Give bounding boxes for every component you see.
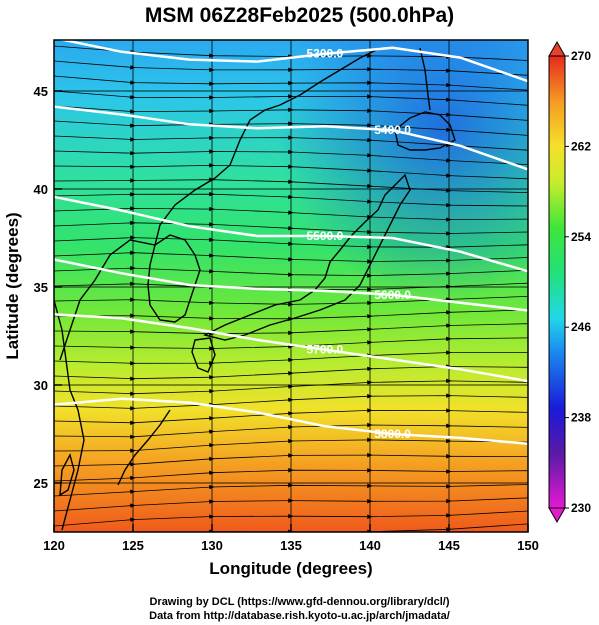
contour-line [54, 397, 528, 446]
height-contours: 5300.0 5400.0 5500.0 5600.0 5700.0 5800.0 [54, 40, 528, 446]
streamline [54, 296, 528, 307]
y-tick-label: 30 [34, 378, 48, 393]
x-axis-ticks: 120 125 130 135 140 145 150 [43, 524, 539, 553]
streamline [54, 422, 528, 440]
streamline [54, 105, 528, 121]
x-tick-label: 125 [122, 538, 144, 553]
streamline [54, 135, 528, 151]
streamline [54, 452, 528, 467]
x-tick-label: 145 [438, 538, 460, 553]
colorbar-tick-label: 230 [571, 501, 591, 515]
streamline [54, 206, 528, 222]
credit-data: Data from http://database.rish.kyoto-u.a… [149, 610, 450, 622]
streamline [54, 60, 528, 76]
x-tick-label: 135 [280, 538, 302, 553]
contour-label: 5700.0 [307, 343, 344, 357]
streamline [54, 510, 528, 527]
streamline [54, 235, 528, 250]
y-tick-label: 40 [34, 182, 48, 197]
colorbar-min-arrow [548, 507, 566, 524]
credit-drawing: Drawing by DCL (https://www.gfd-dennou.o… [149, 596, 450, 608]
streamline [54, 265, 528, 278]
streamline [54, 191, 528, 208]
colorbar-tick-label: 254 [571, 230, 591, 244]
colorbar-tick-label: 262 [571, 139, 591, 153]
contour-line [54, 313, 528, 383]
x-tick-label: 150 [517, 538, 539, 553]
streamline [54, 323, 528, 336]
streamline [54, 149, 528, 165]
streamline [54, 350, 528, 366]
streamline [54, 90, 528, 106]
x-axis-label: Longitude (degrees) [209, 559, 372, 578]
y-axis-ticks: 25 30 35 40 45 [34, 84, 62, 491]
colorbar: 230 238 246 254 262 270 [548, 40, 591, 524]
contour-line [57, 40, 528, 83]
y-tick-label: 25 [34, 476, 48, 491]
colorbar-scale [548, 55, 566, 509]
streamline [54, 220, 528, 236]
coastline-china [54, 299, 85, 531]
y-axis-label: Latitude (degrees) [3, 212, 22, 359]
streamline [54, 483, 528, 497]
streamline [54, 497, 528, 512]
contour-label: 5800.0 [374, 427, 411, 441]
x-tick-label: 140 [359, 538, 381, 553]
contour-line [54, 258, 528, 312]
streamline [54, 309, 528, 322]
contour-line [54, 195, 528, 273]
streamline [54, 120, 528, 136]
streamline [54, 336, 528, 351]
x-tick-label: 120 [43, 538, 65, 553]
streamline [54, 437, 528, 453]
contour-label: 5300.0 [307, 47, 344, 61]
colorbar-tick-label: 270 [571, 49, 591, 63]
streamline [54, 250, 528, 264]
colorbar-tick-label: 246 [571, 320, 591, 334]
map-title: MSM 06Z28Feb2025 (500.0hPa) [144, 4, 455, 27]
x-tick-label: 130 [201, 538, 223, 553]
y-tick-label: 35 [34, 280, 48, 295]
streamline [54, 468, 528, 482]
contour-label: 5400.0 [374, 123, 411, 137]
contour-label: 5600.0 [374, 288, 411, 302]
colorbar-tick-label: 238 [571, 411, 591, 425]
contour-label: 5500.0 [307, 229, 344, 243]
streamline [54, 177, 528, 193]
streamline [54, 75, 528, 91]
colorbar-ticks: 230 238 246 254 262 270 [565, 49, 591, 515]
streamline [54, 163, 528, 180]
y-tick-label: 45 [34, 84, 48, 99]
colorbar-max-arrow [548, 40, 566, 57]
contour-line [54, 105, 528, 171]
